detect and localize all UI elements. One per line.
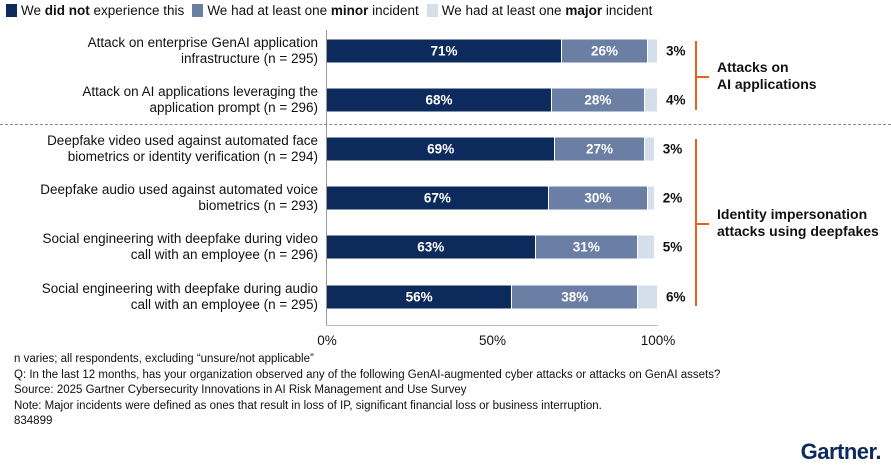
bar-segment-minor: 31% [535,235,639,259]
x-tick-label: 100% [640,333,676,348]
legend-swatch [426,4,438,17]
y-axis-line [326,30,327,326]
bar-segment-minor: 27% [555,137,645,161]
category-label: Attack on enterprise GenAI application in… [18,35,318,67]
group-label-line: AI applications [717,75,817,92]
category-label-line: call with an employee (n = 295) [130,296,318,312]
bar-segment-major [638,285,658,308]
bar-segment-not-experienced: 69% [327,137,556,161]
legend: We did not experience this We had at leas… [6,3,652,18]
group-bracket [695,41,709,111]
bar-segment-not-experienced: 68% [327,88,553,112]
x-tick-label: 0% [317,333,337,348]
major-value-label: 3% [666,43,686,59]
legend-swatch [6,4,17,17]
bar-segment-minor: 28% [552,88,645,112]
note-line: Note: Major incidents were defined as on… [14,399,602,412]
category-label-line: Attack on enterprise GenAI application [87,35,318,50]
legend-label: We did not experience this [21,3,185,18]
category-label-line: infrastructure (n = 295) [181,51,318,66]
bar-segment-not-experienced: 67% [327,186,549,210]
category-label-line: call with an employee (n = 296) [130,247,318,263]
note-line: Q: In the last 12 months, has your organ… [14,368,721,381]
major-value-label: 4% [666,92,686,108]
group-label: Identity impersonation attacks using deep… [717,206,879,240]
note-line: 834899 [14,415,53,427]
footnotes: n varies; all respondents, excluding “un… [14,352,720,430]
note-line: n varies; all respondents, excluding “un… [14,353,314,365]
category-label-line: Deepfake audio used against automated vo… [40,182,318,198]
category-label-line: Social engineering with deepfake during … [42,231,318,247]
group-label: Attacks on AI applications [717,59,817,93]
category-label-line: application prompt (n = 296) [149,100,318,116]
category-label: Attack on AI applications leveraging the… [18,84,318,116]
category-label: Social engineering with deepfake during … [18,281,318,313]
category-label-line: biometrics (n = 293) [198,198,318,214]
gartner-logo: Gartner. [800,439,882,464]
bracket-tick [697,75,709,78]
legend-item: We had at least one major incident [426,3,653,18]
bar-segment-minor: 26% [562,39,649,63]
major-value-label: 2% [662,190,683,206]
legend-item: We had at least one minor incident [192,3,419,18]
category-label-line: Attack on AI applications leveraging the [82,84,318,100]
group-divider [0,124,891,125]
group-label-line: Attacks on [717,58,789,75]
bar-segment-not-experienced: 71% [327,39,562,63]
category-label-line: Social engineering with deepfake during … [41,280,318,296]
legend-label: We had at least one major incident [441,3,653,18]
x-tick-label: 50% [478,333,507,348]
x-axis-line [326,325,658,326]
group-label-line: attacks using deepfakes [717,222,879,239]
category-label: Social engineering with deepfake during … [18,231,318,263]
legend-item: We did not experience this [6,3,184,18]
bar-segment-not-experienced: 63% [327,235,536,259]
bar-segment-major [648,186,655,210]
bracket-tick [697,222,709,225]
note-line: Source: 2025 Gartner Cybersecurity Innov… [14,384,467,396]
bar-segment-major [648,39,658,63]
major-value-label: 6% [666,289,686,304]
category-label-line: biometrics or identity verification (n =… [67,149,318,165]
category-label-line: Deepfake video used against automated fa… [47,133,318,149]
group-label-line: Identity impersonation [717,205,868,222]
group-bracket [695,139,709,307]
bar-segment-major [638,235,655,259]
major-value-label: 5% [662,239,683,255]
category-label: Deepfake audio used against automated vo… [18,182,318,214]
bar-segment-minor: 30% [548,186,649,210]
bar-segment-major [644,88,658,112]
legend-swatch [192,4,204,17]
bar-segment-minor: 38% [512,285,639,308]
legend-label: We had at least one minor incident [207,3,419,18]
bar-segment-not-experienced: 56% [327,285,513,308]
category-label: Deepfake video used against automated fa… [18,133,318,165]
major-value-label: 3% [662,141,683,157]
bar-segment-major [644,137,655,161]
